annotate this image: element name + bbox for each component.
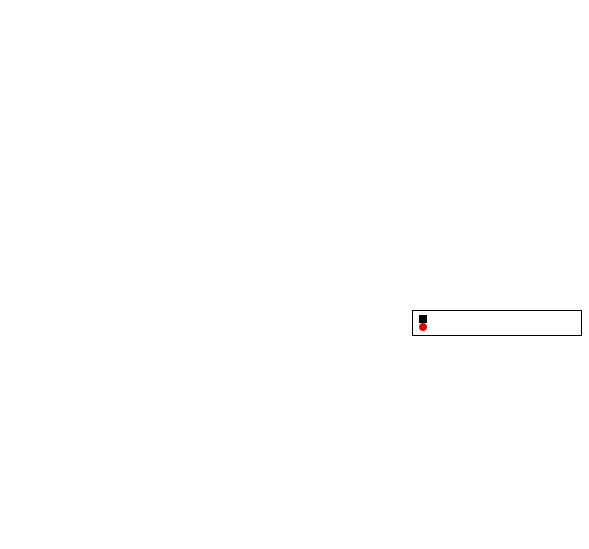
- legend-row-bubble: [419, 323, 575, 331]
- panel-c: [8, 248, 278, 373]
- panel-e-legend: [412, 310, 582, 336]
- figure-root: [0, 0, 589, 549]
- panel-d: [6, 384, 282, 544]
- legend-row-film: [419, 315, 575, 323]
- legend-circle-icon: [419, 323, 427, 331]
- panel-e: [292, 246, 586, 544]
- legend-square-icon: [419, 315, 427, 323]
- panel-b: [296, 8, 586, 233]
- panel-a: [6, 8, 281, 233]
